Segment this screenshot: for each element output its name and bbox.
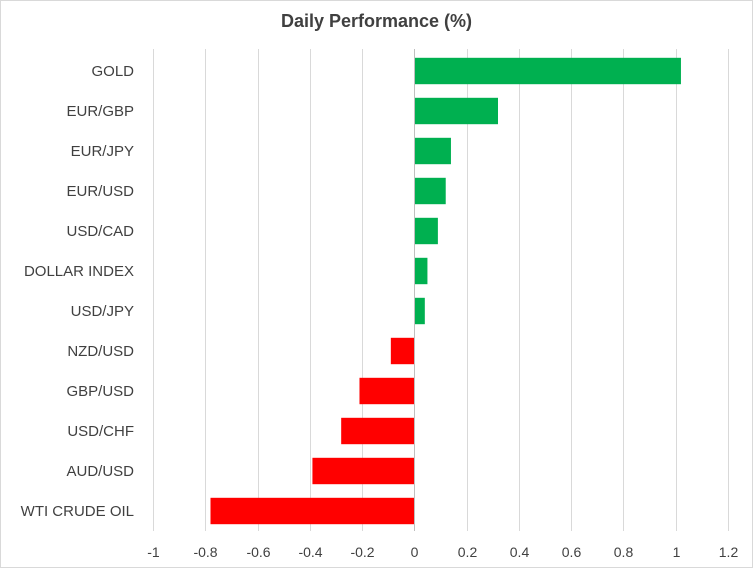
x-tick-label: 0.4: [510, 544, 530, 560]
category-label: USD/CHF: [67, 423, 134, 440]
bar: [414, 297, 425, 325]
bar: [210, 497, 415, 525]
gridlines: [153, 49, 729, 531]
bar: [414, 217, 438, 245]
x-tick-label: 0.8: [614, 544, 634, 560]
chart-title: Daily Performance (%): [280, 11, 473, 31]
bar: [341, 417, 415, 445]
x-tick-label: 0: [411, 544, 419, 560]
x-tick-label: -1: [147, 544, 160, 560]
bar: [390, 337, 415, 365]
category-label: DOLLAR INDEX: [24, 263, 134, 280]
category-label: USD/JPY: [71, 303, 134, 320]
x-tick-label: 1: [673, 544, 681, 560]
category-label: USD/CAD: [66, 223, 134, 240]
category-label: GOLD: [91, 63, 134, 80]
category-label: GBP/USD: [66, 383, 134, 400]
category-label: NZD/USD: [67, 343, 134, 360]
bar: [414, 177, 446, 205]
x-tick-label: 1.2: [719, 544, 739, 560]
tick-labels: -1 -0.8 -0.6 -0.4 -0.2 0 0.2 0.4 0.6 0.8 1 1.2: [147, 544, 738, 560]
category-label: EUR/JPY: [71, 143, 134, 160]
bar: [414, 137, 451, 165]
bar: [312, 457, 415, 485]
bar: [414, 97, 498, 125]
x-tick-label: -0.6: [246, 544, 270, 560]
x-tick-label: -0.2: [350, 544, 374, 560]
x-tick-label: -0.4: [298, 544, 322, 560]
x-tick-label: 0.2: [458, 544, 478, 560]
bar: [359, 377, 415, 405]
category-labels: GOLD EUR/GBP EUR/JPY EUR/USD USD/CAD DOLLAR I…: [21, 63, 135, 520]
x-tick-label: 0.6: [562, 544, 582, 560]
x-tick-label: -0.8: [193, 544, 217, 560]
category-label: EUR/GBP: [66, 103, 134, 120]
category-label: AUD/USD: [66, 463, 134, 480]
bar: [414, 57, 681, 85]
category-label: WTI CRUDE OIL: [21, 503, 134, 520]
bar: [414, 257, 428, 285]
bars: [210, 57, 681, 525]
category-label: EUR/USD: [66, 183, 134, 200]
